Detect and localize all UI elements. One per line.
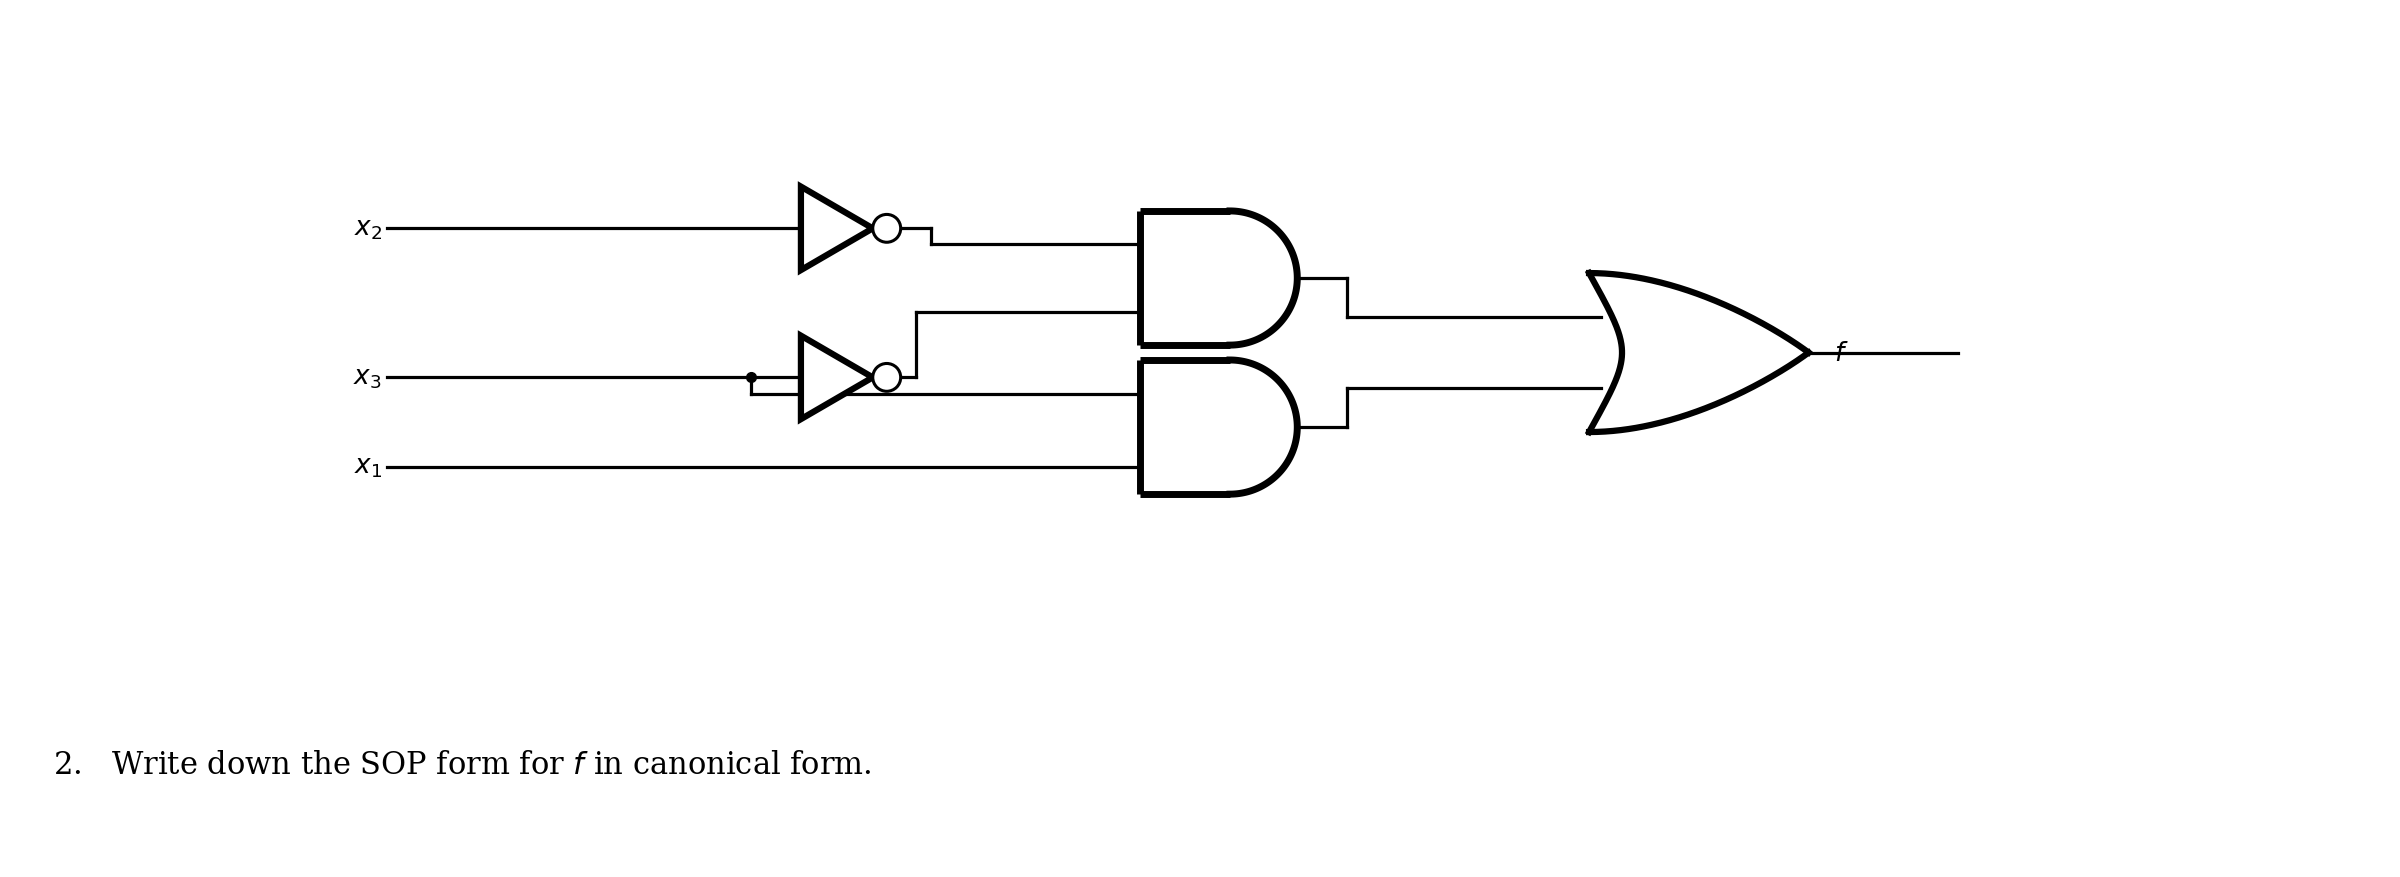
Text: $x_3$: $x_3$ [353, 366, 382, 390]
Text: 2.   Write down the SOP form for $f$ in canonical form.: 2. Write down the SOP form for $f$ in ca… [53, 750, 871, 781]
Polygon shape [802, 336, 874, 419]
Text: $f$: $f$ [1834, 340, 1848, 366]
Text: $x_2$: $x_2$ [353, 217, 382, 241]
Polygon shape [802, 188, 874, 271]
Circle shape [874, 215, 900, 243]
Text: $x_1$: $x_1$ [353, 455, 382, 480]
Circle shape [874, 364, 900, 392]
